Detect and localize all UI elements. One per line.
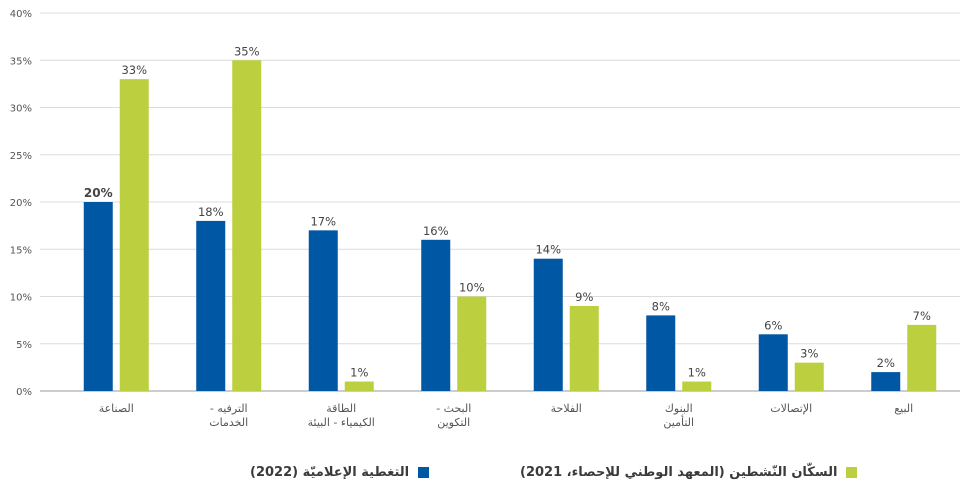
bar-series-1: [533, 258, 563, 391]
bar-series-1: [646, 315, 676, 391]
bar-value-label: 33%: [121, 63, 147, 77]
y-tick-label: 30%: [10, 104, 32, 115]
bar-value-label: 1%: [688, 366, 706, 380]
bar-series-2: [907, 324, 937, 391]
bar-series-2: [682, 381, 712, 391]
bar-series-2: [457, 296, 487, 391]
bar-series-2: [569, 305, 599, 391]
bar-series-1: [196, 220, 226, 391]
bar-series-1: [758, 334, 788, 391]
bar-value-label: 8%: [652, 299, 670, 313]
bar-series-1: [83, 202, 113, 391]
bar-value-label: 20%: [84, 186, 113, 200]
bar-value-label: 14%: [535, 243, 561, 257]
legend-label-media-coverage: التغطية الإعلاميّة (2022): [250, 464, 410, 480]
gridlines: [40, 12, 960, 392]
x-tick-label: الترفيه -: [210, 402, 248, 415]
x-tick-label: الفلاحة: [551, 402, 582, 415]
bar-value-label: 16%: [423, 224, 449, 238]
legend-swatch-media-coverage: [418, 466, 430, 478]
bars: 20% 18% 17% 16% 14% 8% 6% 2% 33% 35% 1% 10% 9% 1% 3% 7%: [83, 44, 937, 392]
y-tick-label: 0%: [16, 387, 32, 398]
bar-value-label: 6%: [764, 318, 782, 332]
bar-value-label: 3%: [800, 347, 818, 361]
x-tick-label: الخدمات: [209, 416, 248, 429]
x-tick-label: الإتصالات: [770, 402, 812, 415]
bar-value-label: 17%: [310, 214, 336, 228]
x-tick-label: الطاقة: [326, 402, 356, 415]
x-tick-label: الكيمياء - البيئة: [308, 416, 375, 429]
y-tick-label: 35%: [10, 56, 32, 67]
bar-series-2: [119, 79, 149, 392]
bar-series-1: [871, 372, 901, 391]
x-tick-label: التكوين: [437, 416, 470, 429]
legend-swatch-active-population: [846, 466, 858, 478]
x-tick-label: الصناعة: [99, 402, 134, 415]
bar-value-label: 10%: [459, 281, 485, 295]
x-tick-label: البحث -: [436, 402, 471, 415]
y-tick-label: 20%: [10, 198, 32, 209]
bar-value-label: 7%: [913, 309, 931, 323]
bar-value-label: 9%: [575, 290, 593, 304]
bar-series-2: [344, 381, 374, 391]
bar-value-label: 35%: [234, 44, 260, 58]
legend-label-active-population: السكّان النّشطين (المعهد الوطني للإحصاء،…: [520, 464, 838, 480]
y-tick-label: 25%: [10, 151, 32, 162]
bar-series-2: [794, 362, 824, 391]
bar-series-2: [232, 60, 262, 391]
bar-value-label: 1%: [350, 366, 368, 380]
y-tick-label: 40%: [10, 9, 32, 20]
y-tick-label: 15%: [10, 245, 32, 256]
x-tick-label: البنوك: [665, 402, 693, 415]
y-tick-label: 10%: [10, 293, 32, 304]
bar-series-1: [308, 230, 338, 391]
y-axis: 0% 5% 10% 15% 20% 25% 30% 35% 40%: [10, 9, 32, 398]
x-tick-label: التأمين: [663, 414, 694, 429]
x-tick-label: البيع: [894, 402, 913, 415]
legend-item-media-coverage: التغطية الإعلاميّة (2022): [250, 462, 430, 482]
bar-series-1: [421, 239, 451, 391]
legend-item-active-population: السكّان النّشطين (المعهد الوطني للإحصاء،…: [520, 462, 858, 482]
y-tick-label: 5%: [16, 340, 32, 351]
bar-value-label: 2%: [877, 356, 895, 370]
bar-value-label: 18%: [198, 205, 224, 219]
